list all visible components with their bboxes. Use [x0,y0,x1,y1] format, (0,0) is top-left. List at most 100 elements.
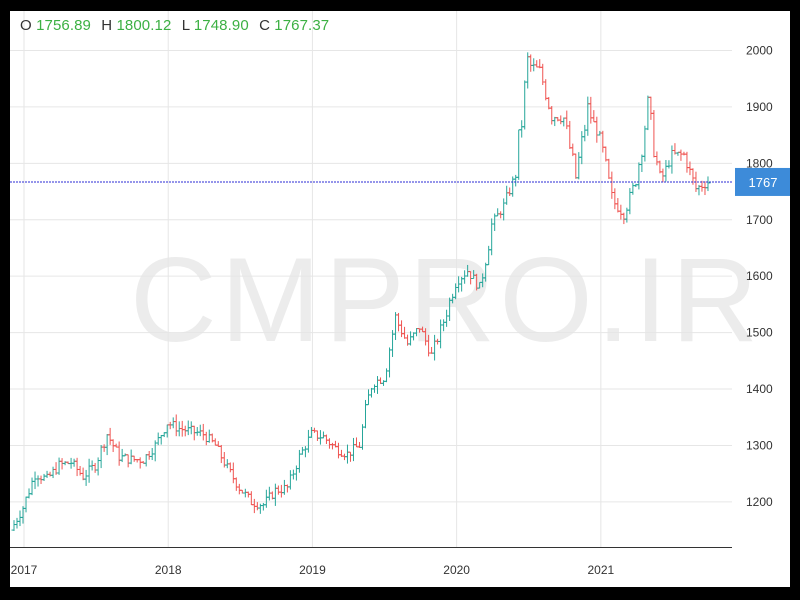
x-tick-label: 2017 [11,563,38,577]
ohlc-bar [212,438,218,446]
ohlc-bar [350,437,356,462]
high-value: 1800.12 [116,17,172,34]
ohlc-bar [582,124,588,142]
price-tag-label: 1767 [749,175,778,190]
ohlc-bar [92,462,98,473]
ohlc-bar [86,458,92,483]
ohlc-bar [471,270,477,279]
ohlc-bar [98,444,104,469]
ohlc-bar [441,319,447,332]
open-label: O [20,17,32,34]
ohlc-bar [314,430,320,441]
price-tag [735,167,790,196]
ohlc-bar [323,434,329,444]
ohlc-bar [546,97,552,110]
ohlc-bar [158,434,164,445]
ohlc-bar [32,471,38,490]
ohlc-bar [137,457,143,469]
ohlc-bar [453,283,459,300]
ohlc-bar [705,176,711,192]
ohlc-bar [468,271,474,285]
ohlc-bar [447,297,453,321]
ohlc-bar [480,273,486,288]
x-tick-label: 2020 [443,563,470,577]
ohlc-bar [462,270,468,284]
y-tick-label: 1900 [746,100,773,114]
ohlc-bar [263,489,269,508]
ohlc-bar [513,174,519,187]
ohlc-bar [248,491,254,506]
ohlc-bar [645,95,651,131]
ohlc-bar [681,151,687,156]
ohlc-bar [272,483,278,506]
ohlc-bar [50,466,56,479]
ohlc-bar [326,438,332,449]
ohlc-bar [146,450,152,460]
ohlc-bar [281,479,287,495]
ohlc-bar [293,465,299,481]
ohlc-bar [567,120,573,149]
ohlc-bar [615,198,621,213]
ohlc-bar [636,162,642,190]
y-tick-label: 2000 [746,43,773,57]
ohlc-bar [254,502,260,511]
ohlc-bar [308,426,314,438]
ohlc-bar [528,54,534,72]
x-tick-label: 2019 [299,563,326,577]
ohlc-bar [164,424,170,438]
ohlc-bar [218,444,224,464]
ohlc-bar [266,486,272,501]
ohlc-bars [11,52,711,531]
close-value: 1767.37 [274,17,330,34]
ohlc-bar [504,185,510,205]
ohlc-bar [684,151,690,173]
ohlc-bar [305,429,311,453]
y-tick-label: 1600 [746,269,773,283]
ohlc-bar [299,446,305,455]
ohlc-bar [393,312,399,340]
ohlc-bar [612,188,618,210]
ohlc-bar [236,483,242,495]
ohlc-bar [83,469,89,486]
ohlc-bar [275,485,281,495]
ohlc-bar [242,488,248,498]
ohlc-bar [296,449,302,473]
ohlc-bar [534,60,540,68]
ohlc-bar [630,182,636,195]
ohlc-bar [260,502,266,511]
ohlc-bar [603,146,609,162]
ohlc-bar [77,465,83,476]
ohlc-bar [450,293,456,304]
ohlc-bar [302,446,308,458]
high-label: H [101,17,113,34]
ohlc-bar [591,110,597,123]
ohlc-bar [477,281,483,289]
price-chart[interactable]: 1200 1300 1400 1500 1600 1700 1800 1900 2000 201… [10,11,790,587]
ohlc-bar [420,326,426,333]
ohlc-bar [80,467,86,481]
ohlc-bar [179,420,185,437]
ohlc-bar [549,105,555,125]
ohlc-bar [618,204,624,220]
ohlc-bar [648,96,654,120]
ohlc-bar [576,152,582,180]
ohlc-bar [203,431,209,446]
chart-frame: CMPRO.IR 1200 1300 1400 1500 1600 1700 1800 190… [10,11,790,587]
ohlc-bar [173,414,179,437]
ohlc-bar [543,79,549,101]
ohlc-bar [501,198,507,221]
ohlc-bar [104,434,110,456]
low-label: L [181,17,190,34]
ohlc-bar [131,455,137,462]
ohlc-bar [555,117,561,122]
ohlc-bar [206,429,212,443]
ohlc-bar [588,96,594,124]
ohlc-bar [143,454,149,467]
ohlc-bar [107,427,113,445]
ohlc-bar [579,131,585,165]
ohlc-bar [606,158,612,179]
ohlc-bar [128,449,134,465]
ohlc-bar [290,469,296,480]
ohlc-bar [651,110,657,158]
y-tick-label: 1500 [746,326,773,340]
